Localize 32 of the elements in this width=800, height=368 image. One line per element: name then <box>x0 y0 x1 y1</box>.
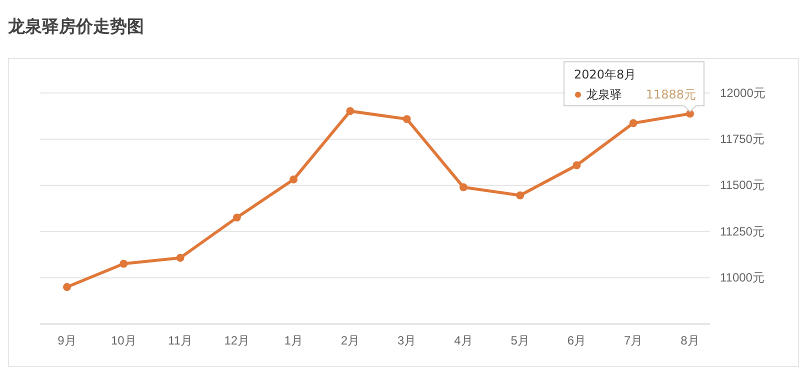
point <box>572 161 581 170</box>
x-tick-label: 6月 <box>567 334 586 348</box>
point <box>120 260 128 268</box>
y-tick-label: 11250元 <box>720 224 764 238</box>
y-tick-label: 11750元 <box>720 132 764 146</box>
x-tick-label: 11月 <box>168 334 193 348</box>
point <box>346 107 354 116</box>
point <box>402 115 411 124</box>
x-tick-label: 7月 <box>624 334 643 348</box>
x-tick-label: 2月 <box>340 334 360 348</box>
point <box>63 283 71 292</box>
point <box>629 119 638 128</box>
y-tick-label: 11500元 <box>720 178 764 192</box>
point <box>176 254 184 262</box>
x-tick-label: 1月 <box>284 334 303 348</box>
point <box>232 214 241 222</box>
x-tick-label: 3月 <box>397 334 416 348</box>
legend-label: 龙泉驿 <box>586 88 622 102</box>
text: 2020年8月 <box>574 68 636 82</box>
chart-title: 龙泉驿房价走势图 <box>7 17 144 37</box>
x-tick-label: 10月 <box>110 334 136 348</box>
point <box>290 176 298 184</box>
x-tick-label: 5月 <box>510 334 530 348</box>
point <box>516 191 524 200</box>
point <box>459 183 468 192</box>
x-tick-label: 4月 <box>454 334 473 348</box>
x-tick-label: 8月 <box>680 334 700 348</box>
y-tick-label: 11000元 <box>720 270 764 285</box>
y-tick-label: 12000元 <box>720 86 766 100</box>
x-tick-label: 9月 <box>58 334 76 348</box>
data-label: 11888元 <box>646 88 696 102</box>
x-tick-label: 12月 <box>224 334 250 348</box>
